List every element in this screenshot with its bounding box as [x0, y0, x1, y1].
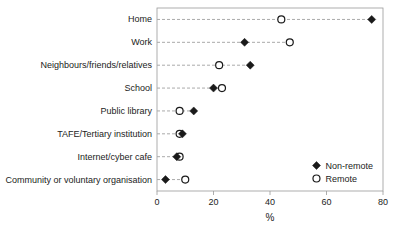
data-point — [210, 84, 218, 92]
data-point — [368, 15, 376, 23]
guide-line — [157, 65, 250, 66]
x-axis-label: % — [266, 212, 275, 223]
data-point — [218, 85, 225, 92]
x-tick-label: 60 — [321, 197, 331, 207]
y-tick-label: School — [124, 83, 152, 93]
y-tick-label: Public library — [100, 106, 152, 116]
legend: Non-remote Remote — [312, 161, 373, 184]
y-tick-label: Internet/cyber cafe — [77, 152, 152, 162]
x-tick-label: 20 — [208, 197, 218, 207]
x-tick — [326, 191, 327, 195]
x-tick — [383, 191, 384, 195]
data-point — [178, 130, 186, 138]
y-tick-label: Community or voluntary organisation — [5, 175, 152, 185]
data-point — [286, 39, 293, 46]
x-tick — [213, 191, 214, 195]
y-tick-label: Neighbours/friends/relatives — [40, 60, 152, 70]
data-point — [173, 153, 181, 161]
y-tick-label: TAFE/Tertiary institution — [57, 129, 152, 139]
data-point — [182, 176, 189, 183]
x-tick — [157, 191, 158, 195]
x-tick — [270, 191, 271, 195]
legend-label: Non-remote — [325, 161, 373, 171]
y-tick-label: Work — [131, 37, 152, 47]
x-tick-label: 40 — [265, 197, 275, 207]
data-point — [241, 38, 249, 46]
plot-frame — [157, 8, 383, 191]
x-tick-label: 0 — [154, 197, 159, 207]
guide-line — [157, 19, 372, 20]
data-point — [190, 107, 198, 115]
plot-area — [157, 15, 376, 183]
chart: 0 20 40 60 80% Home Work Neighbours/friends/rel… — [0, 0, 397, 227]
legend-marker — [313, 175, 320, 182]
data-point — [161, 176, 169, 184]
data-point — [216, 62, 223, 69]
guide-line — [157, 110, 194, 111]
x-tick-label: 80 — [378, 197, 388, 207]
data-point — [176, 107, 183, 114]
legend-label: Remote — [325, 174, 357, 184]
legend-marker — [312, 162, 320, 170]
data-point — [278, 16, 285, 23]
data-point — [246, 61, 254, 69]
y-tick-label: Home — [128, 14, 152, 24]
guide-line — [157, 42, 290, 43]
